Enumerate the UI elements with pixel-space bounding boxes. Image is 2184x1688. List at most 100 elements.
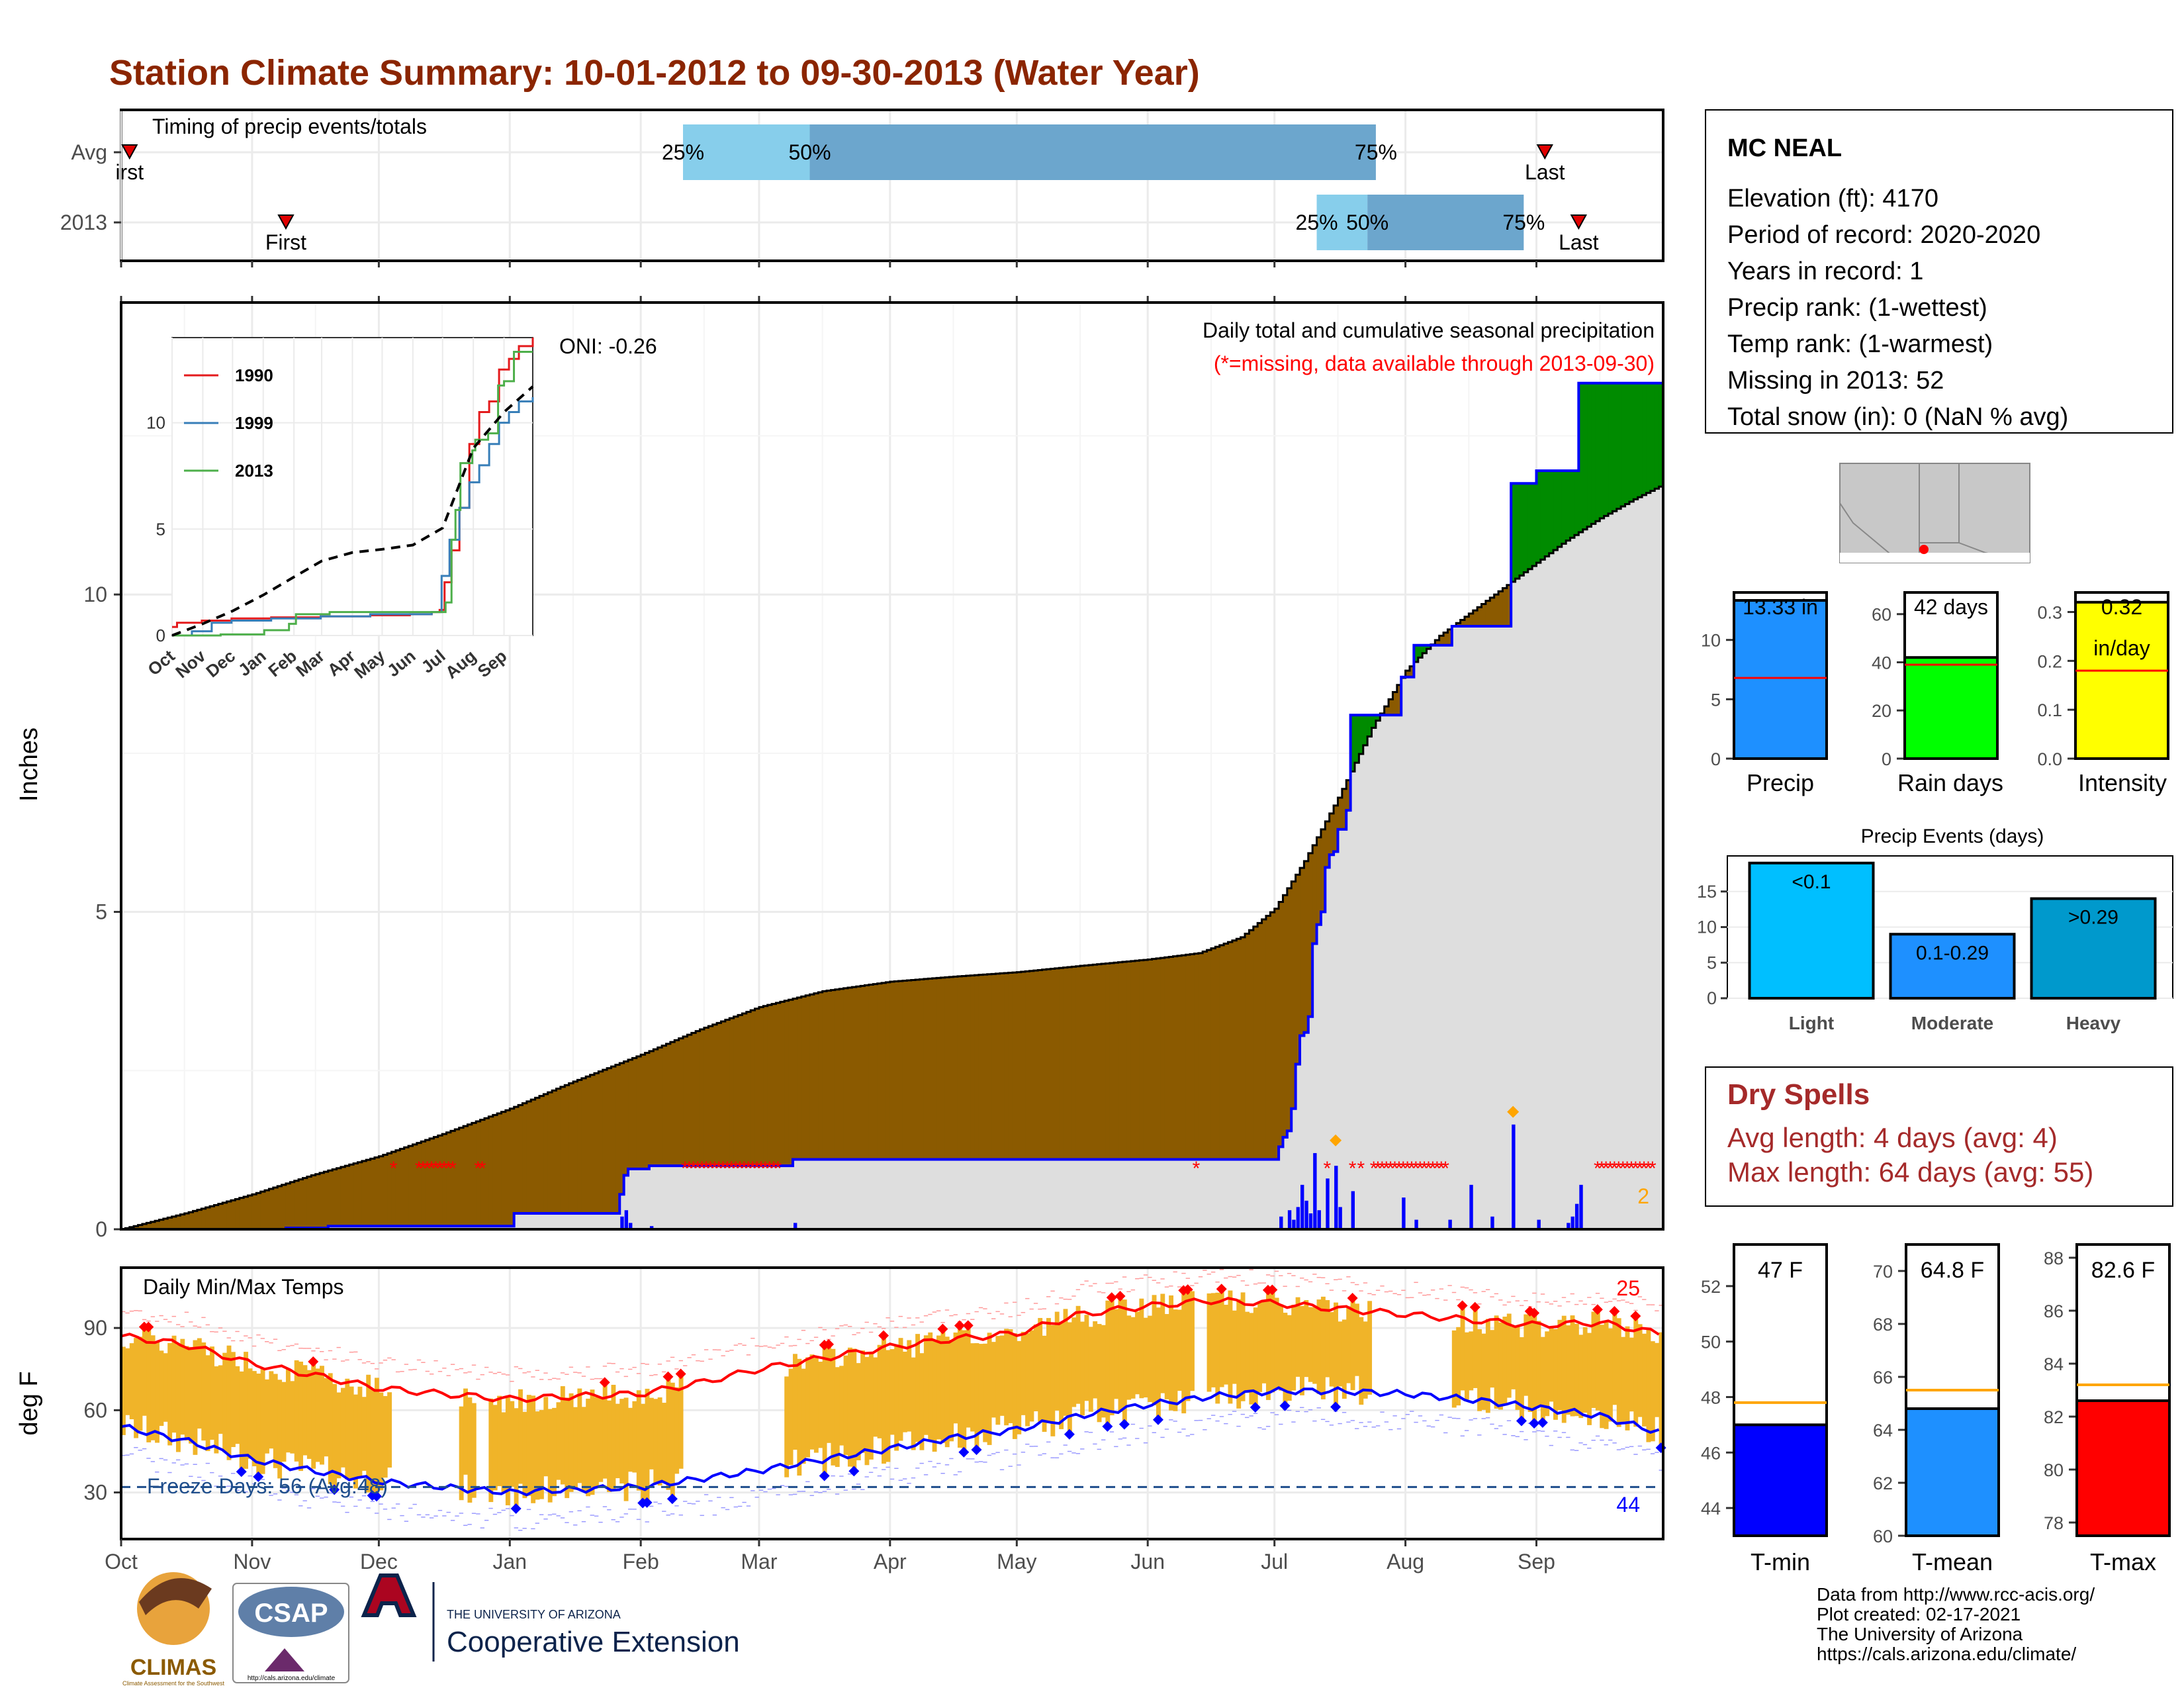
daily-temp-range-bar — [801, 1368, 806, 1464]
ua-a-icon — [361, 1573, 417, 1617]
daily-temp-range-bar — [1291, 1305, 1297, 1391]
daily-temp-range-bar — [1148, 1315, 1153, 1403]
missing-day-marker: * — [1640, 1158, 1648, 1180]
missing-day-marker: * — [449, 1158, 457, 1180]
surplus-column — [1545, 471, 1550, 557]
deficit-column — [1312, 845, 1318, 944]
daily-precip-bar — [649, 1226, 654, 1229]
deficit-column — [1156, 958, 1161, 1160]
climas-logo[interactable]: CLIMAS Climate Assessment for the Southw… — [122, 1572, 225, 1687]
deficit-column — [353, 1163, 359, 1227]
daily-temp-range-bar — [1156, 1307, 1161, 1420]
deficit-column — [1346, 780, 1351, 811]
surplus-column — [1629, 383, 1634, 502]
daily-temp-range-bar — [1240, 1292, 1246, 1401]
surplus-column — [1582, 383, 1588, 530]
cold-day-marker — [1250, 1401, 1261, 1413]
ua-cooperative-extension-logo[interactable]: THE UNIVERSITY OF ARIZONA Cooperative Ex… — [361, 1573, 740, 1662]
deficit-column — [623, 1061, 629, 1176]
daily-temp-range-bar — [1557, 1319, 1563, 1411]
temp-summary-tick-label: 48 — [1701, 1387, 1721, 1407]
events-title: Precip Events (days) — [1861, 825, 2044, 847]
deficit-column — [1169, 957, 1174, 1160]
deficit-column — [230, 1200, 236, 1229]
precip-events-chart: Precip Events (days) 0 5 10 15 <0.1 Light 0.1-… — [1697, 825, 2173, 1033]
daily-temp-range-bar — [1591, 1311, 1596, 1408]
deficit-column — [594, 1073, 599, 1214]
deficit-column — [361, 1160, 367, 1227]
deficit-column — [226, 1201, 232, 1229]
summary-bar-tick-label: 0.1 — [2037, 700, 2062, 720]
summary-bars: 0 5 10 13.33 in Precip 0 20 40 60 42 days Rain day… — [1701, 591, 2169, 796]
deficit-column — [505, 1110, 510, 1227]
daily-temp-range-bar — [1210, 1293, 1216, 1387]
deficit-column — [733, 1016, 739, 1166]
deficit-column — [1215, 947, 1220, 1160]
daily-temp-range-bar — [944, 1336, 950, 1448]
daily-temp-range-bar — [632, 1401, 637, 1473]
daily-temp-range-bar — [159, 1350, 164, 1427]
ua-name: THE UNIVERSITY OF ARIZONA — [447, 1608, 621, 1621]
daily-temp-range-bar — [940, 1329, 946, 1443]
deficit-column — [983, 974, 988, 1160]
deficit-column — [1409, 666, 1414, 677]
missing-day-marker: * — [694, 1158, 702, 1180]
daily-temp-range-bar — [1295, 1297, 1300, 1377]
inset-legend-label-2013: 2013 — [235, 461, 273, 481]
deficit-column — [1279, 902, 1284, 1147]
station-info-box: MC NEAL Elevation (ft): 4170 Period of r… — [1705, 109, 2173, 434]
csap-logo[interactable]: CSAP http://cals.arizona.edu/climate — [232, 1583, 349, 1683]
cold-day-marker — [666, 1493, 678, 1505]
daily-temp-range-bar — [1152, 1295, 1157, 1405]
daily-temp-range-bar — [987, 1333, 992, 1445]
missing-day-marker: * — [1623, 1158, 1631, 1180]
csap-mountain-icon — [265, 1648, 304, 1671]
missing-day-marker: * — [1383, 1158, 1390, 1180]
daily-temp-range-bar — [611, 1384, 616, 1491]
deficit-column — [628, 1059, 633, 1169]
surplus-column — [1616, 383, 1621, 509]
missing-day-marker: * — [1606, 1158, 1614, 1180]
missing-day-marker: * — [1433, 1158, 1441, 1180]
month-label-jun: Jun — [1130, 1550, 1165, 1573]
temp-summary-tick-label: 68 — [1873, 1315, 1893, 1335]
hot-day-marker — [1267, 1284, 1278, 1295]
surplus-column — [1566, 471, 1571, 541]
cold-day-marker — [1064, 1429, 1075, 1440]
daily-temp-range-bar — [653, 1399, 659, 1483]
missing-day-marker: * — [1349, 1158, 1357, 1180]
summary-bar-intensity: 0.0 0.1 0.2 0.3 0.32 in/day Intensity — [2037, 591, 2169, 796]
missing-day-marker: * — [1391, 1158, 1399, 1180]
daily-precip-bar — [629, 1223, 633, 1229]
daily-temp-range-bar — [1506, 1313, 1512, 1398]
surplus-column — [1608, 383, 1613, 514]
daily-temp-range-bar — [1536, 1321, 1541, 1407]
daily-temp-range-bar — [856, 1363, 861, 1461]
daily-temp-range-bar — [1042, 1335, 1047, 1432]
surplus-column — [1557, 471, 1563, 547]
deficit-column — [813, 993, 819, 1160]
daily-temp-range-bar — [251, 1371, 257, 1467]
daily-temp-range-bar — [784, 1376, 790, 1477]
daily-temp-range-bar — [353, 1394, 358, 1489]
daily-temp-range-bar — [797, 1358, 802, 1476]
climas-wordmark: CLIMAS — [130, 1655, 216, 1680]
temp-ytick-label: 90 — [83, 1316, 107, 1340]
daily-temp-range-bar — [1308, 1307, 1313, 1382]
surplus-column — [1642, 383, 1647, 495]
month-axis: Oct Nov Dec Jan Feb Mar Apr May Jun Jul Aug Sep — [105, 1539, 1555, 1573]
surplus-column — [1595, 383, 1600, 522]
daily-temp-range-bar — [543, 1397, 549, 1477]
daily-temp-range-bar — [1490, 1330, 1495, 1388]
deficit-column — [1139, 960, 1144, 1160]
oni-label: ONI: -0.26 — [559, 334, 657, 358]
summary-bar-tick-label: 0 — [1711, 749, 1721, 769]
daily-temp-range-bar — [792, 1354, 797, 1450]
missing-day-marker: * — [1437, 1158, 1445, 1180]
daily-temp-range-bar — [1059, 1321, 1064, 1429]
daily-temp-range-bar — [1122, 1299, 1127, 1425]
daily-temp-range-bar — [1126, 1315, 1132, 1400]
deficit-column — [767, 1005, 772, 1166]
daily-temp-range-bar — [222, 1352, 228, 1452]
daily-temp-range-bar — [983, 1343, 988, 1442]
